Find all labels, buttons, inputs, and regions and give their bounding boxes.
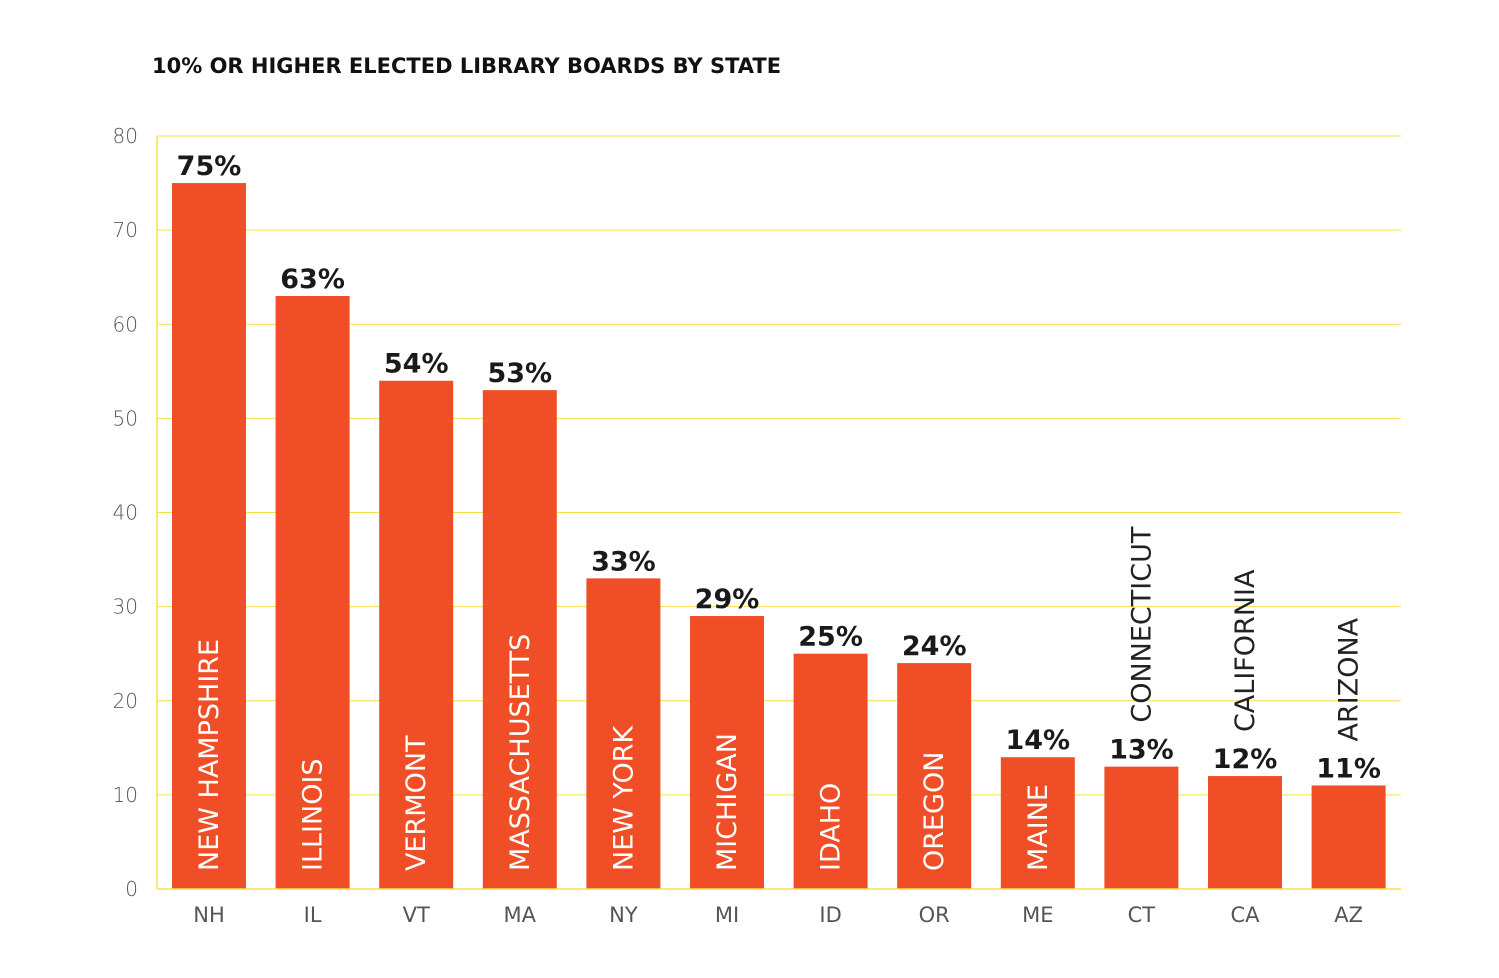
x-tick-label: NH bbox=[193, 903, 225, 927]
x-tick-label: AZ bbox=[1334, 903, 1363, 927]
data-label: 54% bbox=[384, 349, 449, 380]
data-label: 33% bbox=[591, 546, 656, 577]
bar bbox=[690, 616, 764, 889]
bar bbox=[897, 663, 972, 889]
data-label: 75% bbox=[177, 151, 242, 182]
y-tick-label: 80 bbox=[113, 124, 138, 148]
state-name-label: MAINE bbox=[1023, 784, 1054, 871]
data-label: 25% bbox=[798, 622, 863, 653]
data-label: 63% bbox=[280, 264, 345, 295]
bar bbox=[482, 390, 557, 889]
x-tick-label: CT bbox=[1128, 903, 1156, 927]
y-tick-label: 60 bbox=[113, 312, 138, 336]
bar bbox=[1208, 776, 1282, 889]
state-name-label: NEW YORK bbox=[608, 724, 639, 871]
x-tick-label: NY bbox=[609, 903, 638, 927]
bar bbox=[1311, 785, 1386, 889]
data-label: 53% bbox=[487, 358, 552, 389]
y-tick-label: 10 bbox=[113, 783, 138, 807]
state-name-label: VERMONT bbox=[401, 735, 432, 871]
state-name-label: CONNECTICUT bbox=[1126, 526, 1157, 722]
data-label: 11% bbox=[1316, 753, 1381, 784]
y-tick-label: 30 bbox=[113, 595, 138, 619]
bar bbox=[586, 578, 661, 889]
data-label: 29% bbox=[695, 584, 760, 615]
data-label: 12% bbox=[1213, 744, 1278, 775]
state-name-label: NEW HAMPSHIRE bbox=[194, 639, 225, 871]
state-name-label: IDAHO bbox=[816, 783, 847, 871]
x-tick-label: IL bbox=[304, 903, 322, 927]
x-tick-label: OR bbox=[919, 903, 950, 927]
data-label: 24% bbox=[902, 631, 967, 662]
y-tick-label: 40 bbox=[113, 501, 138, 525]
bar bbox=[1104, 766, 1179, 889]
bar bbox=[275, 296, 350, 889]
x-tick-label: CA bbox=[1230, 903, 1260, 927]
state-name-label: ILLINOIS bbox=[298, 758, 329, 871]
y-tick-label: 50 bbox=[113, 406, 138, 430]
state-name-label: MICHIGAN bbox=[712, 733, 743, 871]
data-label: 13% bbox=[1109, 735, 1174, 766]
chart-title: 10% OR HIGHER ELECTED LIBRARY BOARDS BY … bbox=[152, 54, 782, 78]
x-tick-label: MI bbox=[715, 903, 739, 927]
data-label: 14% bbox=[1005, 725, 1070, 756]
bar bbox=[1000, 757, 1075, 889]
y-tick-label: 70 bbox=[113, 218, 138, 242]
y-tick-label: 20 bbox=[113, 689, 138, 713]
x-tick-label: ME bbox=[1022, 903, 1053, 927]
bar bbox=[793, 653, 868, 889]
bar bbox=[172, 183, 246, 889]
x-tick-label: VT bbox=[403, 903, 430, 927]
state-name-label: MASSACHUSETTS bbox=[505, 634, 536, 871]
bar bbox=[379, 380, 454, 889]
x-tick-label: ID bbox=[819, 903, 841, 927]
state-name-label: ARIZONA bbox=[1334, 617, 1365, 741]
state-name-label: OREGON bbox=[919, 752, 950, 871]
y-tick-label: 0 bbox=[125, 877, 138, 901]
state-name-label: CALIFORNIA bbox=[1230, 569, 1261, 732]
x-tick-label: MA bbox=[504, 903, 537, 927]
